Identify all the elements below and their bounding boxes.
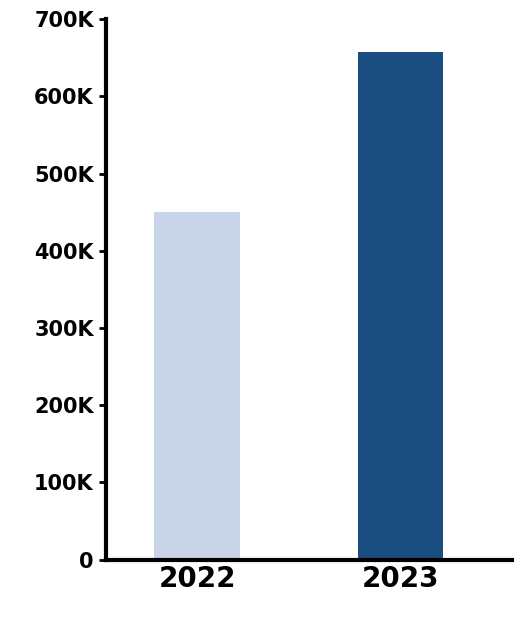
Bar <box>357 52 443 560</box>
Bar <box>154 212 240 560</box>
